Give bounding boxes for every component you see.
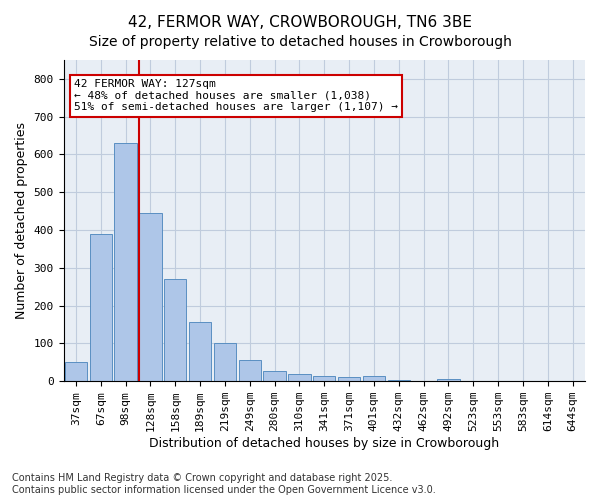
- Y-axis label: Number of detached properties: Number of detached properties: [15, 122, 28, 319]
- Bar: [288, 374, 311, 381]
- Bar: [189, 322, 211, 381]
- Bar: [89, 234, 112, 381]
- Text: Size of property relative to detached houses in Crowborough: Size of property relative to detached ho…: [89, 35, 511, 49]
- Bar: [263, 370, 286, 381]
- Bar: [437, 380, 460, 381]
- X-axis label: Distribution of detached houses by size in Crowborough: Distribution of detached houses by size …: [149, 437, 499, 450]
- Text: Contains HM Land Registry data © Crown copyright and database right 2025.
Contai: Contains HM Land Registry data © Crown c…: [12, 474, 436, 495]
- Text: 42, FERMOR WAY, CROWBOROUGH, TN6 3BE: 42, FERMOR WAY, CROWBOROUGH, TN6 3BE: [128, 15, 472, 30]
- Bar: [214, 344, 236, 381]
- Bar: [239, 360, 261, 381]
- Bar: [139, 213, 161, 381]
- Bar: [338, 377, 360, 381]
- Bar: [115, 143, 137, 381]
- Bar: [313, 376, 335, 381]
- Text: 42 FERMOR WAY: 127sqm
← 48% of detached houses are smaller (1,038)
51% of semi-d: 42 FERMOR WAY: 127sqm ← 48% of detached …: [74, 80, 398, 112]
- Bar: [65, 362, 87, 381]
- Bar: [388, 380, 410, 381]
- Bar: [363, 376, 385, 381]
- Bar: [164, 279, 187, 381]
